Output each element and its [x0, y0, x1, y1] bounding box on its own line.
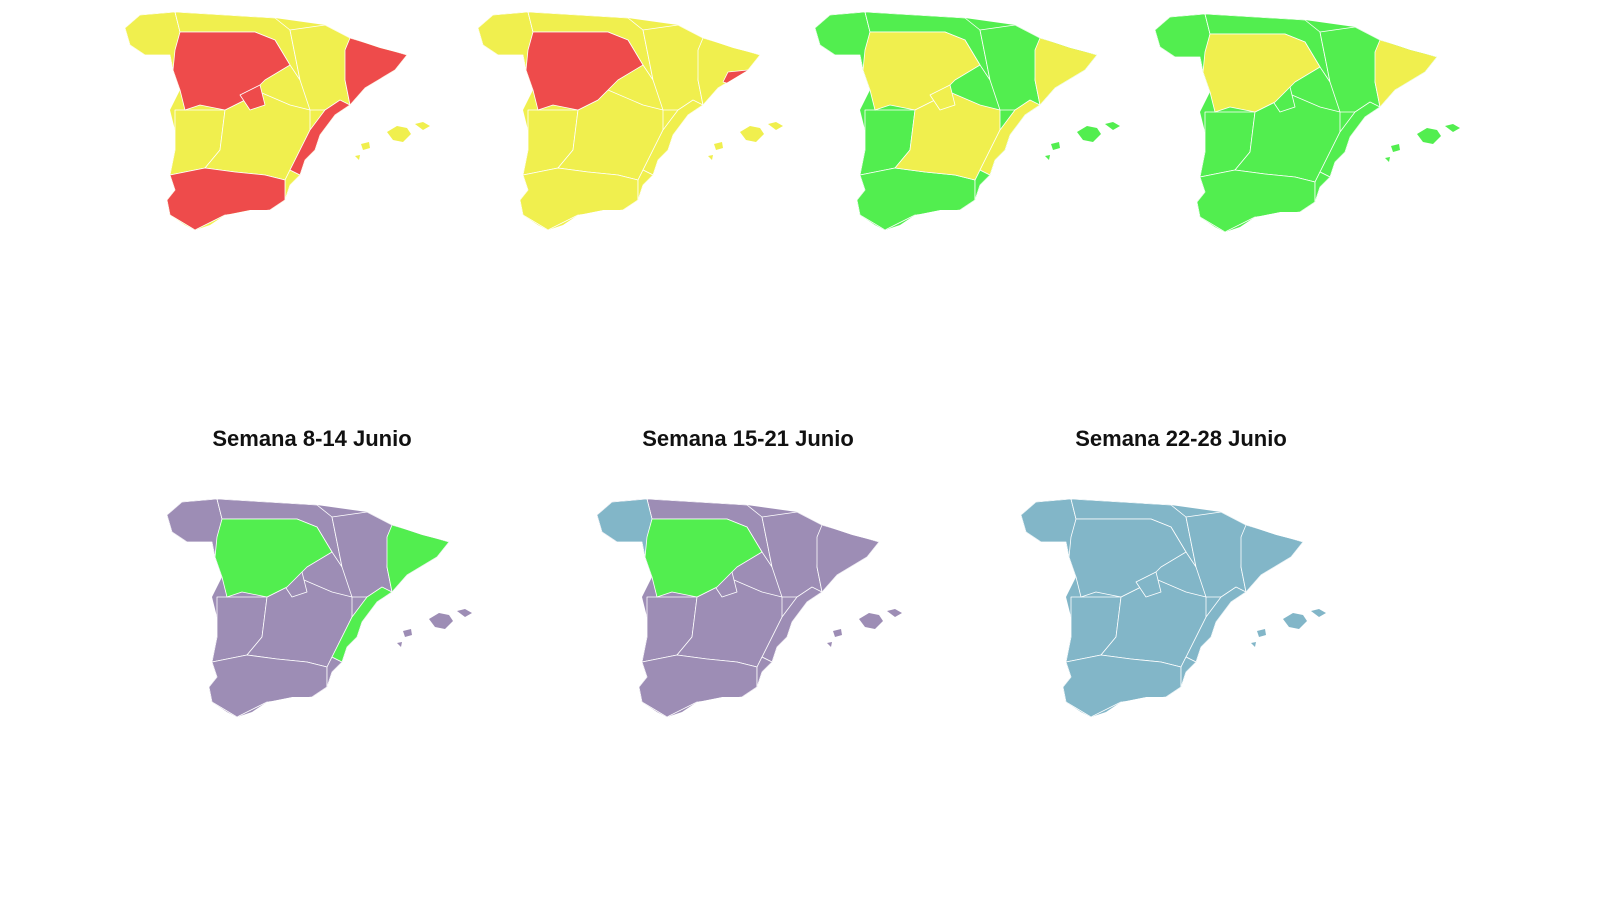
map [1155, 14, 1460, 232]
map [597, 499, 902, 717]
map-title: Semana 8-14 Junio [212, 426, 411, 451]
map [815, 12, 1120, 230]
map-title: Semana 22-28 Junio [1075, 426, 1287, 451]
map-title: Semana 15-21 Junio [642, 426, 854, 451]
map [167, 499, 472, 717]
map [125, 12, 430, 230]
map [478, 12, 783, 230]
map [1021, 499, 1326, 717]
